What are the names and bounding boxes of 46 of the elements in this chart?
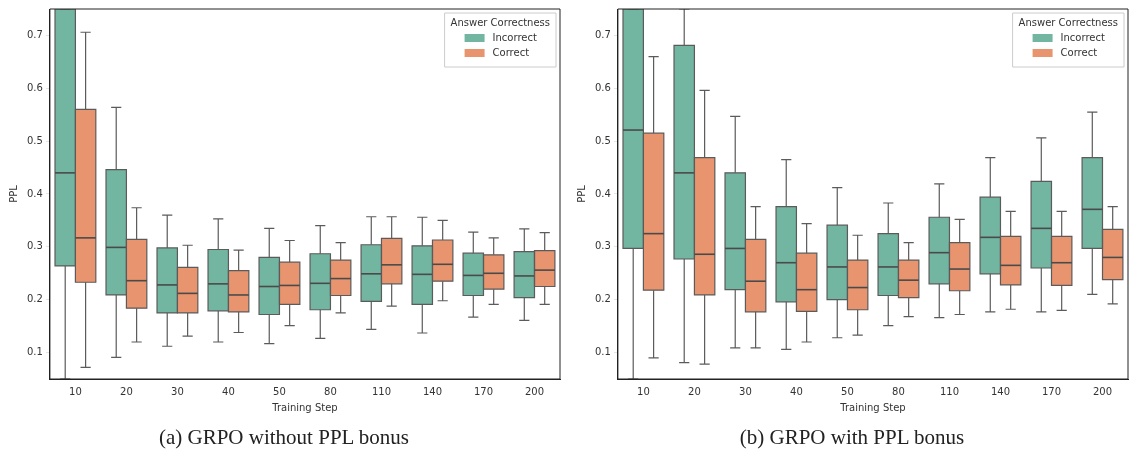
text: (a) GRPO without PPL bonus — [157, 425, 411, 450]
x-tick-label: 40 — [790, 385, 803, 397]
x-tick-label: 80 — [892, 385, 905, 397]
x-tick-label: 170 — [1041, 385, 1062, 397]
y-tick-label: 0.6 — [595, 81, 611, 93]
x-axis-title: Training Step — [271, 401, 338, 413]
legend-label: Incorrect — [1060, 31, 1105, 43]
y-tick-label: 0.4 — [595, 187, 611, 199]
y-tick-label: 0.1 — [595, 346, 611, 358]
x-tick-label: 50 — [273, 385, 286, 397]
x-tick-label: 110 — [939, 385, 960, 397]
x-tick-label: 200 — [1092, 385, 1113, 397]
y-tick-label: 0.3 — [27, 240, 43, 252]
legend-label: Correct — [1060, 46, 1098, 58]
y-tick-label: 0.1 — [27, 346, 43, 358]
y-tick-label: 0.2 — [595, 293, 611, 305]
x-tick-label: 20 — [120, 385, 133, 397]
y-axis-title: PPL — [575, 184, 587, 203]
x-tick-label: 20 — [688, 385, 701, 397]
legend-label: Correct — [492, 46, 530, 58]
x-tick-label: 40 — [222, 385, 235, 397]
y-tick-label: 0.6 — [27, 81, 43, 93]
y-tick-label: 0.3 — [595, 240, 611, 252]
x-tick-label: 80 — [324, 385, 337, 397]
x-tick-label: 170 — [473, 385, 494, 397]
legend-title: Answer Correctness — [450, 16, 550, 28]
y-axis-title: PPL — [7, 184, 19, 203]
x-tick-label: 140 — [990, 385, 1011, 397]
x-tick-label: 140 — [422, 385, 443, 397]
y-tick-label: 0.2 — [27, 293, 43, 305]
text: (b) GRPO with PPL bonus — [738, 425, 966, 450]
x-tick-label: 10 — [69, 385, 82, 397]
x-tick-label: 30 — [171, 385, 184, 397]
x-tick-label: 50 — [841, 385, 854, 397]
y-tick-label: 0.5 — [595, 134, 611, 146]
legend-label: Incorrect — [492, 31, 537, 43]
y-tick-label: 0.7 — [27, 29, 43, 41]
x-tick-label: 200 — [524, 385, 545, 397]
legend-title: Answer Correctness — [1018, 16, 1118, 28]
x-axis-title: Training Step — [839, 401, 906, 413]
y-tick-label: 0.7 — [595, 29, 611, 41]
x-tick-label: 110 — [371, 385, 392, 397]
x-tick-label: 10 — [637, 385, 650, 397]
y-tick-label: 0.4 — [27, 187, 43, 199]
y-tick-label: 0.5 — [27, 134, 43, 146]
x-tick-label: 30 — [739, 385, 752, 397]
